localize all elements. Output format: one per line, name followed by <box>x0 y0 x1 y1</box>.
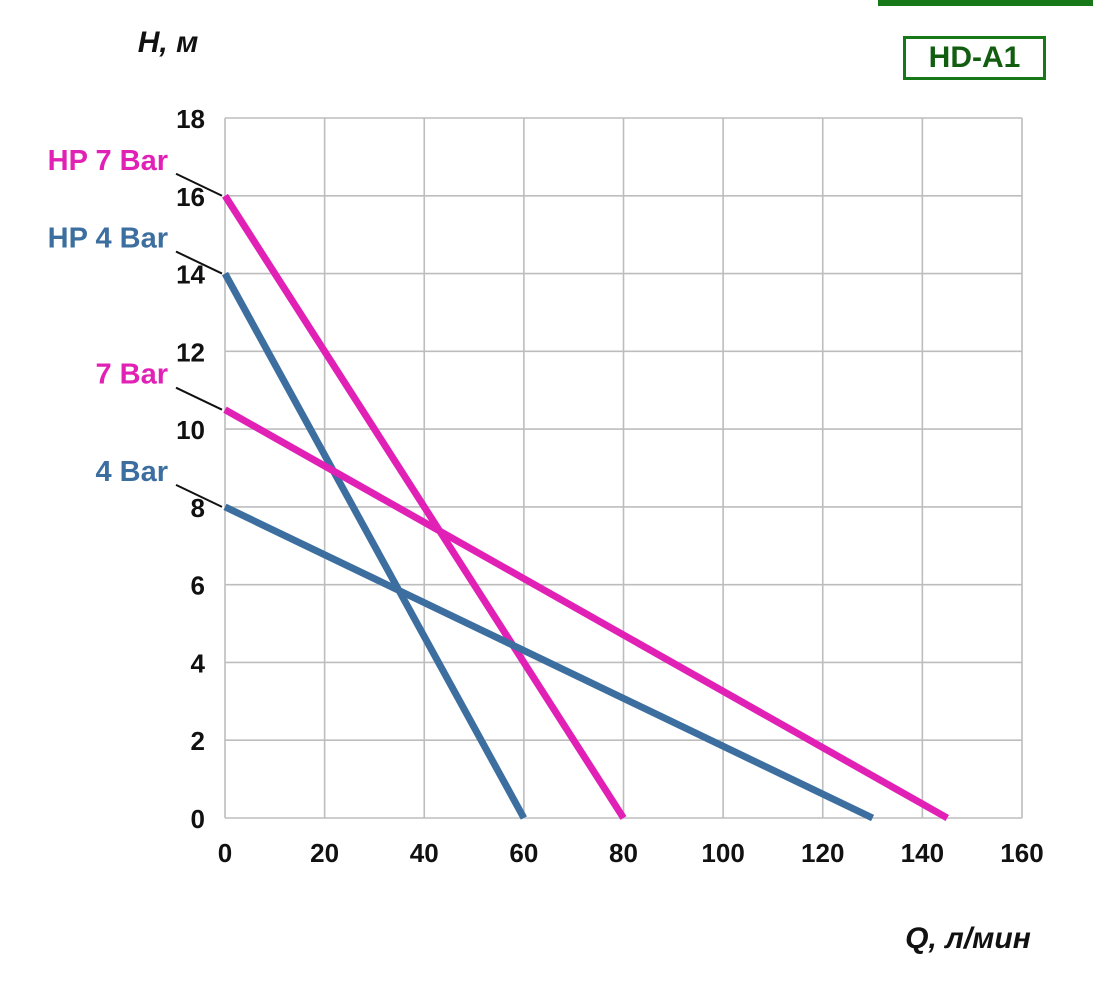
series-label-hp-4-bar: HP 4 Bar <box>48 223 168 255</box>
series-line-hp-7-bar <box>222 193 627 820</box>
x-tick-label: 160 <box>1000 838 1043 868</box>
x-tick-label: 100 <box>701 838 744 868</box>
series-label-leader-4-bar <box>175 483 223 508</box>
y-tick-label: 2 <box>191 726 205 756</box>
y-axis-title: H, м <box>138 26 199 59</box>
y-tick-label: 0 <box>191 804 205 834</box>
x-tick-label: 60 <box>509 838 538 868</box>
y-tick-label: 10 <box>176 415 205 445</box>
series-label-hp-7-bar: HP 7 Bar <box>48 145 168 177</box>
x-tick-label: 120 <box>801 838 844 868</box>
model-badge-label: HD-A1 <box>928 41 1021 74</box>
y-tick-label: 12 <box>176 337 205 367</box>
y-tick-label: 14 <box>176 260 205 290</box>
series-line-4-bar <box>223 503 875 822</box>
series-label-leader-7-bar <box>175 386 223 411</box>
top-border-fragment <box>878 0 1093 6</box>
x-tick-label: 0 <box>218 838 232 868</box>
series-line-7-bar <box>223 406 950 822</box>
y-tick-label: 8 <box>191 493 205 523</box>
series-label-leader-hp-4-bar <box>175 250 223 275</box>
x-tick-label: 140 <box>901 838 944 868</box>
y-tick-label: 4 <box>191 648 206 678</box>
x-tick-label: 40 <box>410 838 439 868</box>
x-tick-label: 20 <box>310 838 339 868</box>
series-line-hp-4-bar <box>221 271 527 820</box>
x-axis-title: Q, л/мин <box>905 922 1031 955</box>
series-label-7-bar: 7 Bar <box>95 359 168 391</box>
series-label-4-bar: 4 Bar <box>95 456 168 488</box>
y-tick-label: 16 <box>176 182 205 212</box>
x-tick-label: 80 <box>609 838 638 868</box>
y-tick-label: 18 <box>176 104 205 134</box>
y-tick-label: 6 <box>191 571 205 601</box>
series-label-leader-hp-7-bar <box>175 172 223 197</box>
model-badge: HD-A1 <box>903 36 1046 80</box>
